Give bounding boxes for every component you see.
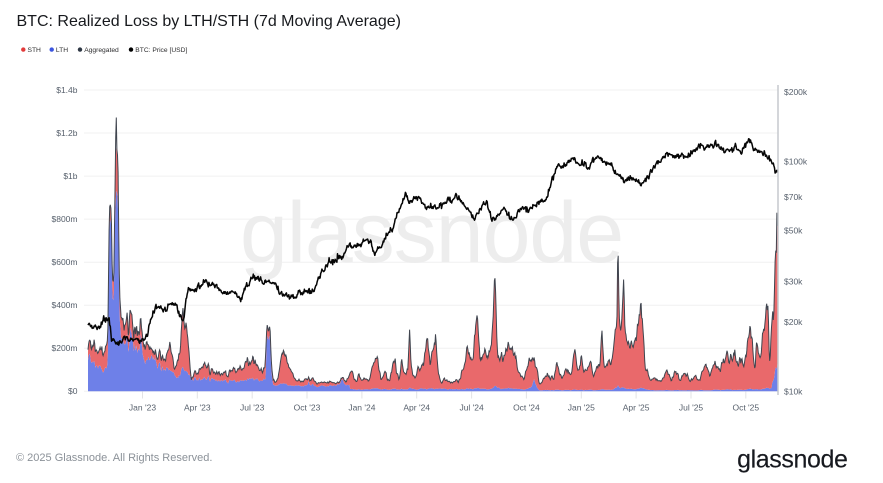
- svg-text:© 2025 Glassnode. All Rights R: © 2025 Glassnode. All Rights Reserved.: [16, 452, 212, 464]
- svg-text:$50k: $50k: [784, 226, 803, 236]
- svg-text:$1b: $1b: [63, 171, 77, 181]
- svg-text:$20k: $20k: [784, 317, 803, 327]
- svg-text:Oct '25: Oct '25: [732, 403, 759, 413]
- svg-text:BTC: Realized Loss by LTH/STH: BTC: Realized Loss by LTH/STH (7d Moving…: [17, 13, 401, 30]
- svg-text:Aggregated: Aggregated: [84, 47, 119, 54]
- svg-text:$200k: $200k: [784, 87, 808, 97]
- svg-text:glassnode: glassnode: [737, 446, 847, 474]
- svg-text:glassnode: glassnode: [240, 185, 623, 281]
- svg-text:Jan '23: Jan '23: [129, 403, 156, 413]
- svg-text:BTC: Price [USD]: BTC: Price [USD]: [135, 47, 187, 54]
- svg-text:Apr '23: Apr '23: [184, 403, 211, 413]
- svg-text:$1.4b: $1.4b: [56, 85, 78, 95]
- svg-text:$30k: $30k: [784, 277, 803, 287]
- svg-text:$0: $0: [68, 386, 78, 396]
- svg-text:Jul '23: Jul '23: [240, 403, 265, 413]
- svg-text:$1.2b: $1.2b: [56, 128, 78, 138]
- svg-text:$600m: $600m: [52, 257, 78, 267]
- svg-text:$10k: $10k: [784, 386, 803, 396]
- svg-text:$70k: $70k: [784, 192, 803, 202]
- svg-text:$200m: $200m: [52, 343, 78, 353]
- svg-text:STH: STH: [28, 47, 42, 54]
- svg-text:Apr '24: Apr '24: [403, 403, 430, 413]
- svg-text:$100k: $100k: [784, 156, 808, 166]
- svg-text:Jan '25: Jan '25: [568, 403, 595, 413]
- svg-text:Jan '24: Jan '24: [348, 403, 375, 413]
- svg-text:LTH: LTH: [56, 47, 68, 54]
- svg-text:Apr '25: Apr '25: [623, 403, 650, 413]
- svg-text:Jul '25: Jul '25: [679, 403, 704, 413]
- svg-text:$400m: $400m: [52, 300, 78, 310]
- svg-text:Oct '23: Oct '23: [294, 403, 321, 413]
- svg-text:Oct '24: Oct '24: [513, 403, 540, 413]
- svg-text:$800m: $800m: [52, 214, 78, 224]
- svg-text:Jul '24: Jul '24: [459, 403, 484, 413]
